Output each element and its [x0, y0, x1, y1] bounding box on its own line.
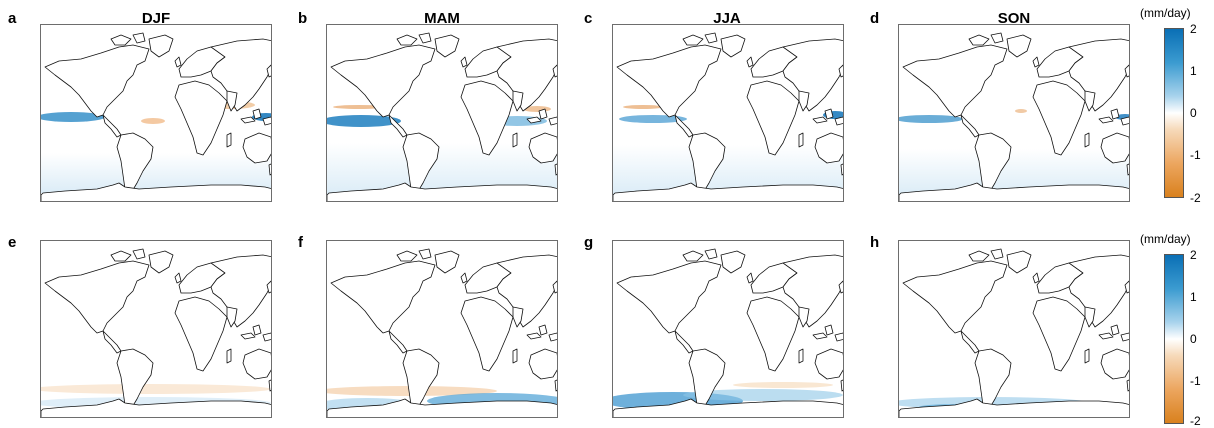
panel-letter-b: b [298, 10, 308, 27]
map-panel-e [40, 240, 272, 418]
colorbar-unit-bottom: (mm/day) [1140, 232, 1191, 246]
colorbar-tick: 0 [1190, 106, 1197, 120]
panel-letter-c: c [584, 10, 593, 27]
map-panel-c [612, 24, 844, 202]
colorbar-top [1164, 28, 1184, 198]
colorbar-tick: -2 [1190, 414, 1201, 428]
map-panel-a [40, 24, 272, 202]
colorbar-tick: 2 [1190, 248, 1197, 262]
season-title-jja: JJA [713, 10, 741, 27]
colorbar-unit-top: (mm/day) [1140, 6, 1191, 20]
panel-letter-d: d [870, 10, 880, 27]
colorbar-tick: 1 [1190, 290, 1197, 304]
panel-letter-f: f [298, 234, 303, 251]
colorbar-tick: -2 [1190, 191, 1201, 205]
season-title-mam: MAM [424, 10, 460, 27]
map-panel-f [326, 240, 558, 418]
colorbar-tick: -1 [1190, 148, 1201, 162]
colorbar-bottom [1164, 254, 1184, 424]
panel-letter-h: h [870, 234, 880, 251]
map-panel-h [898, 240, 1130, 418]
colorbar-tick: -1 [1190, 374, 1201, 388]
panel-letter-e: e [8, 234, 17, 251]
panel-letter-a: a [8, 10, 17, 27]
season-title-son: SON [997, 10, 1031, 27]
map-panel-g [612, 240, 844, 418]
panel-letter-g: g [584, 234, 594, 251]
map-panel-d [898, 24, 1130, 202]
colorbar-tick: 2 [1190, 22, 1197, 36]
colorbar-tick: 1 [1190, 64, 1197, 78]
season-title-djf: DJF [141, 10, 171, 27]
colorbar-tick: 0 [1190, 332, 1197, 346]
map-panel-b [326, 24, 558, 202]
